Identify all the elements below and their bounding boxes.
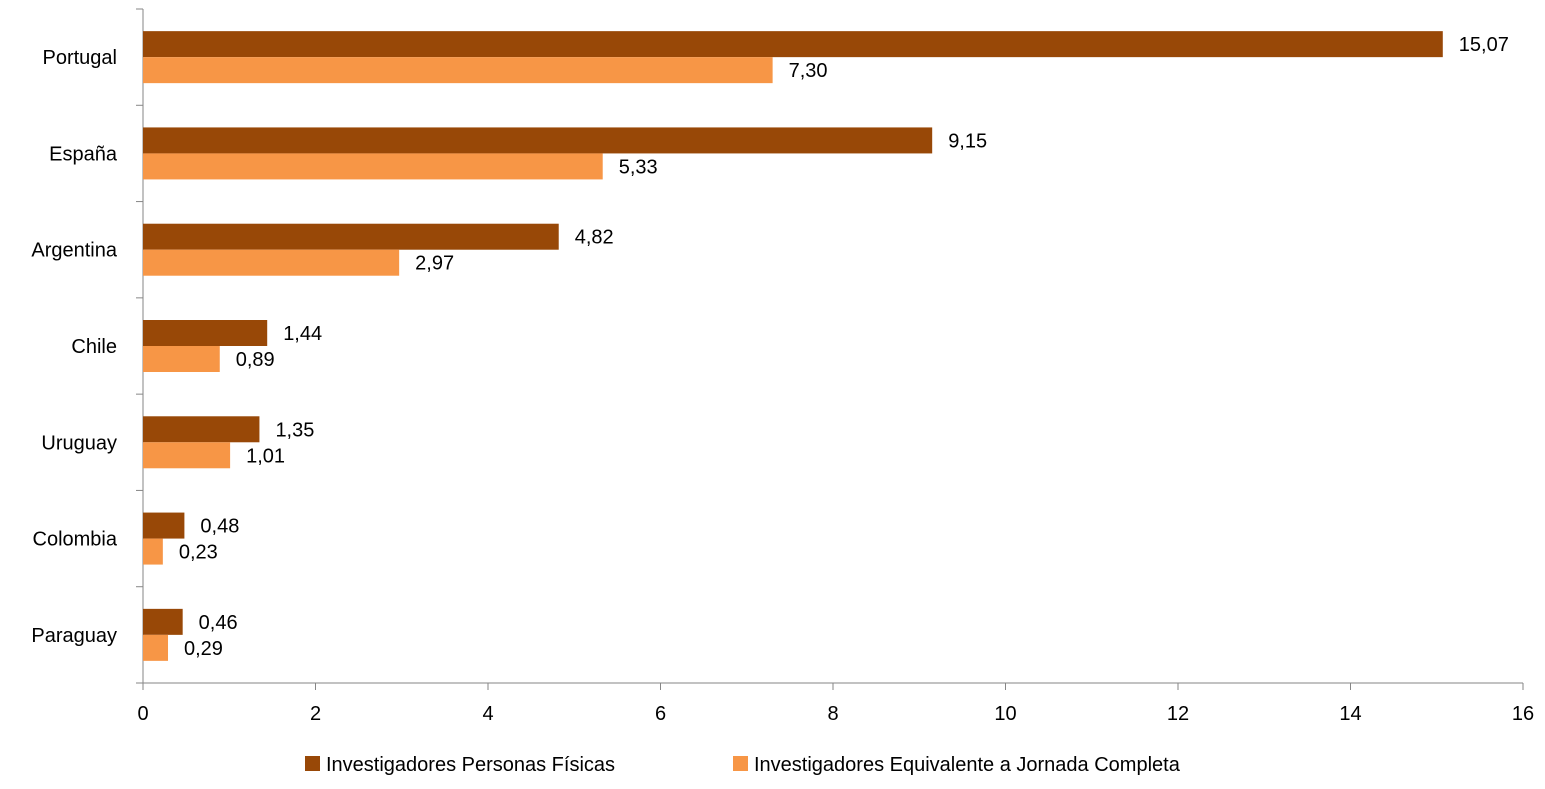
data-label-espana-series-2: 5,33 xyxy=(619,156,658,178)
bar-colombia-series-1 xyxy=(143,512,185,539)
x-tick-label: 8 xyxy=(827,703,838,725)
bar-argentina-series-2 xyxy=(143,249,400,276)
x-tick-label: 14 xyxy=(1339,703,1361,725)
bar-colombia-series-2 xyxy=(143,538,163,565)
category-label-uruguay: Uruguay xyxy=(41,432,117,454)
category-label-argentina: Argentina xyxy=(31,240,117,262)
data-labels-layer: 15,07 7,30 9,15 5,33 4,82 2,97 1,44 0,89 1,35 1,0… xyxy=(179,34,1509,660)
bar-espana-series-2 xyxy=(143,153,603,180)
data-label-colombia-series-1: 0,48 xyxy=(200,516,239,538)
legend-label-series-1: Investigadores Personas Físicas xyxy=(326,754,615,776)
legend-swatch-series-2 xyxy=(733,756,748,771)
bar-portugal-series-2 xyxy=(143,57,773,84)
data-label-chile-series-1: 1,44 xyxy=(283,323,322,345)
bar-espana-series-1 xyxy=(143,127,933,154)
data-label-uruguay-series-1: 1,35 xyxy=(275,419,314,441)
bar-argentina-series-1 xyxy=(143,223,559,250)
category-label-chile: Chile xyxy=(71,336,117,358)
data-label-portugal-series-2: 7,30 xyxy=(789,60,828,82)
data-label-chile-series-2: 0,89 xyxy=(236,349,275,371)
axes-layer: 0 2 4 6 8 10 12 14 16 Portugal España Argentina Chil… xyxy=(31,8,1534,725)
legend-swatch-series-1 xyxy=(305,756,320,771)
category-label-colombia: Colombia xyxy=(33,529,118,551)
data-label-paraguay-series-2: 0,29 xyxy=(184,638,223,660)
bar-paraguay-series-2 xyxy=(143,634,169,661)
x-tick-label: 6 xyxy=(655,703,666,725)
x-tick-label: 0 xyxy=(137,703,148,725)
data-label-paraguay-series-1: 0,46 xyxy=(199,612,238,634)
data-label-argentina-series-1: 4,82 xyxy=(575,227,614,249)
x-tick-label: 4 xyxy=(482,703,493,725)
category-label-espana: España xyxy=(49,143,118,165)
bar-chile-series-1 xyxy=(143,320,268,346)
data-label-argentina-series-2: 2,97 xyxy=(415,253,454,275)
data-label-portugal-series-1: 15,07 xyxy=(1459,34,1509,56)
data-label-uruguay-series-2: 1,01 xyxy=(246,445,285,467)
bars-layer xyxy=(143,31,1443,661)
bar-uruguay-series-2 xyxy=(143,442,231,469)
x-tick-label: 10 xyxy=(994,703,1016,725)
legend: Investigadores Personas Físicas Investiga… xyxy=(305,754,1181,776)
x-tick-label: 12 xyxy=(1167,703,1189,725)
bar-chile-series-2 xyxy=(143,346,220,372)
data-label-espana-series-1: 9,15 xyxy=(948,130,987,152)
x-tick-label: 16 xyxy=(1512,703,1534,725)
bar-paraguay-series-1 xyxy=(143,608,183,635)
category-label-paraguay: Paraguay xyxy=(31,625,117,647)
legend-label-series-2: Investigadores Equivalente a Jornada Com… xyxy=(754,754,1181,776)
bar-uruguay-series-1 xyxy=(143,416,260,443)
category-label-portugal: Portugal xyxy=(43,47,118,69)
bar-portugal-series-1 xyxy=(143,31,1443,58)
data-label-colombia-series-2: 0,23 xyxy=(179,542,218,564)
x-tick-label: 2 xyxy=(310,703,321,725)
